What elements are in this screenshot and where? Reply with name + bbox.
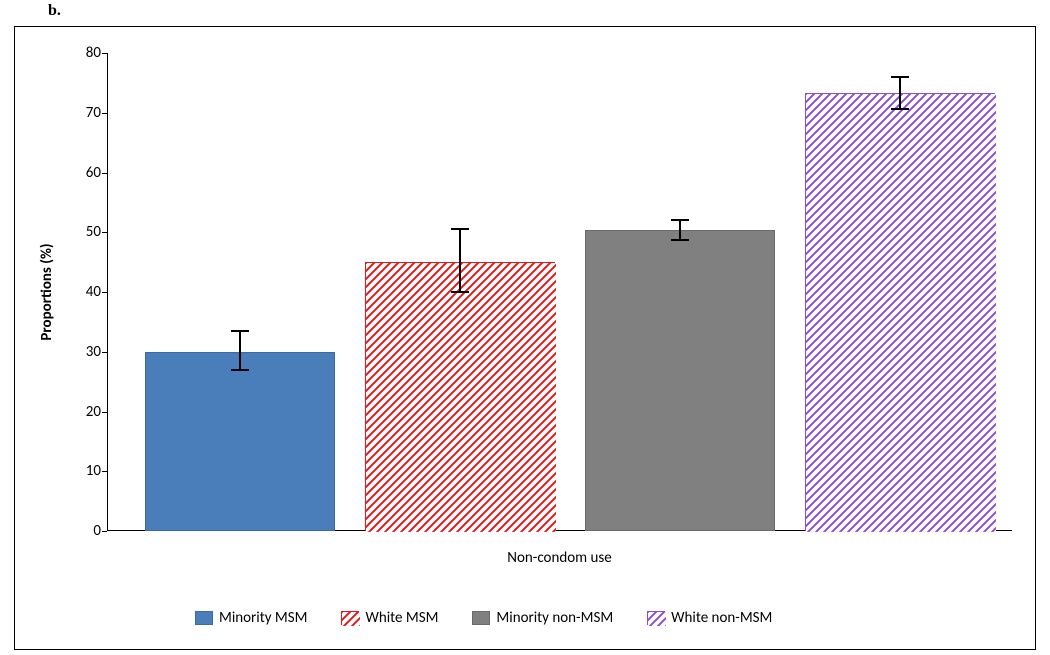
y-axis-line	[107, 53, 108, 531]
y-tick-mark	[102, 412, 107, 413]
y-tick-mark	[102, 173, 107, 174]
legend-label: Minority MSM	[219, 609, 307, 627]
legend-label: White MSM	[365, 609, 438, 627]
error-bar-cap	[451, 291, 469, 293]
y-tick-mark	[102, 531, 107, 532]
error-bar-cap	[671, 219, 689, 221]
y-tick-mark	[102, 352, 107, 353]
plot-area: 01020304050607080	[107, 53, 1012, 531]
legend: Minority MSM White MSM Minority non-MSM Whi…	[195, 609, 772, 627]
legend-swatch	[472, 611, 490, 625]
legend-item: White non-MSM	[647, 609, 772, 627]
legend-label: White non-MSM	[671, 609, 772, 627]
y-tick-mark	[102, 113, 107, 114]
legend-label: Minority non-MSM	[496, 609, 613, 627]
x-axis-title: Non-condom use	[507, 549, 611, 567]
error-bar-line	[899, 77, 901, 109]
bar	[145, 352, 335, 531]
legend-item: Minority non-MSM	[472, 609, 613, 627]
legend-swatch	[647, 611, 665, 625]
error-bar-cap	[671, 239, 689, 241]
error-bar-line	[679, 220, 681, 240]
page-root: b. 01020304050607080 Proportions (%) Non…	[0, 0, 1050, 655]
error-bar-cap	[231, 330, 249, 332]
legend-swatch	[341, 611, 359, 625]
error-bar-cap	[891, 76, 909, 78]
y-tick-mark	[102, 232, 107, 233]
y-tick-mark	[102, 292, 107, 293]
panel-label: b.	[48, 2, 61, 20]
y-tick-mark	[102, 53, 107, 54]
y-axis-title: Proportions (%)	[38, 243, 56, 340]
bar	[805, 93, 995, 531]
bar	[365, 262, 555, 531]
legend-item: White MSM	[341, 609, 438, 627]
error-bar-cap	[891, 108, 909, 110]
error-bar-cap	[451, 228, 469, 230]
legend-swatch	[195, 611, 213, 625]
error-bar-cap	[231, 369, 249, 371]
y-tick-mark	[102, 471, 107, 472]
bar	[585, 230, 775, 531]
error-bar-line	[459, 229, 461, 292]
error-bar-line	[239, 331, 241, 370]
chart-frame: 01020304050607080 Proportions (%) Non-co…	[14, 26, 1036, 650]
legend-item: Minority MSM	[195, 609, 307, 627]
